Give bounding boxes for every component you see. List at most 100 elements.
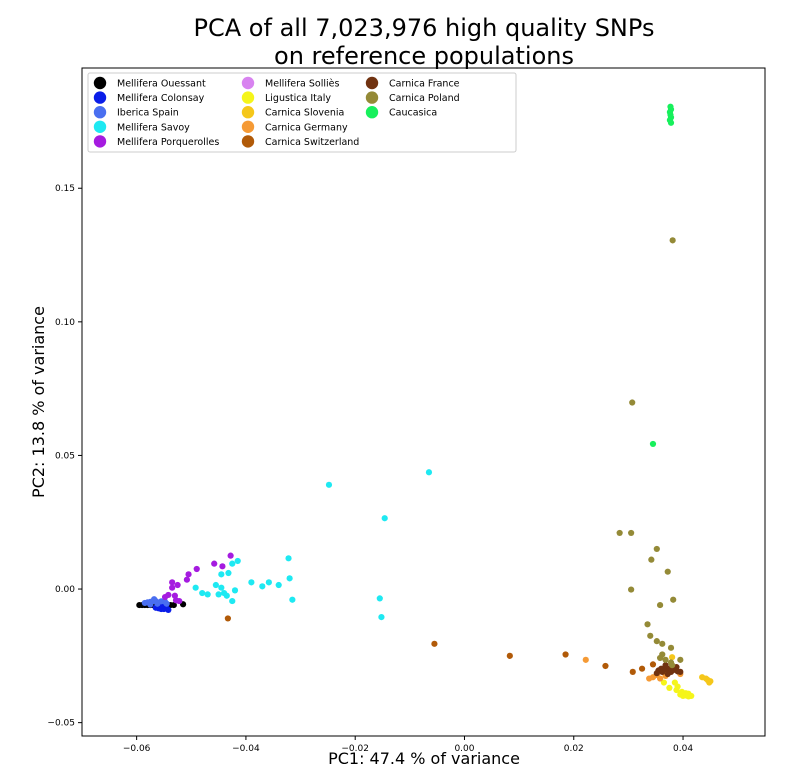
- data-point: [215, 591, 222, 598]
- y-tick-label: 0.10: [55, 318, 75, 328]
- data-point: [616, 529, 623, 537]
- legend-label: Carnica Poland: [389, 93, 460, 104]
- legend-item-mellifera-ouessant: Mellifera Ouessant: [93, 76, 206, 90]
- series-iberica-spain: [141, 596, 170, 608]
- data-point: [666, 684, 673, 692]
- data-point: [656, 654, 664, 662]
- series-caucasica: [649, 103, 675, 448]
- data-point: [677, 656, 684, 663]
- data-point: [425, 469, 433, 476]
- legend-label: Mellifera Ouessant: [117, 79, 206, 90]
- data-point: [431, 640, 438, 647]
- data-point: [667, 119, 675, 126]
- legend-marker: [241, 91, 255, 104]
- data-point: [171, 592, 178, 599]
- data-point: [229, 597, 236, 605]
- data-point: [193, 565, 200, 573]
- series-ligustica-italy: [660, 679, 695, 700]
- data-point: [678, 688, 686, 696]
- axis-ticks: −0.06 −0.04 −0.02 0.00 0.02 0.04 −0.05 0.00 0.05…: [47, 184, 693, 754]
- x-axis-label: PC1: 47.4 % of variance: [328, 749, 520, 768]
- data-point: [582, 656, 589, 663]
- legend-marker: [241, 106, 255, 119]
- data-point: [677, 668, 684, 675]
- data-point: [662, 656, 669, 663]
- legend-item-carnica-slovenia: Carnica Slovenia: [241, 106, 344, 119]
- data-point: [506, 652, 513, 659]
- data-point: [702, 675, 710, 682]
- data-points: [136, 103, 714, 700]
- x-tick-label: −0.02: [341, 744, 369, 754]
- data-point: [669, 662, 676, 669]
- legend-item-carnica-france: Carnica France: [365, 76, 460, 90]
- data-point: [183, 576, 191, 583]
- legend-label: Iberica Spain: [117, 108, 179, 119]
- data-point: [275, 581, 282, 589]
- data-point: [656, 675, 664, 682]
- data-point: [234, 557, 241, 565]
- data-point: [660, 679, 668, 686]
- x-tick-label: −0.04: [232, 744, 260, 754]
- data-point: [653, 670, 660, 677]
- y-tick-label: 0.00: [55, 585, 75, 595]
- data-point: [185, 571, 192, 578]
- data-point: [664, 568, 671, 575]
- legend-item-iberica-spain: Iberica Spain: [93, 106, 179, 119]
- plot-frame: [81, 67, 766, 737]
- data-point: [289, 596, 296, 603]
- legend-marker: [93, 91, 107, 104]
- legend-marker: [93, 106, 107, 119]
- series-carnica-france: [653, 662, 684, 678]
- data-point: [231, 587, 239, 594]
- x-tick-label: −0.06: [123, 744, 151, 754]
- data-point: [218, 584, 225, 591]
- series-carnica-poland: [616, 237, 684, 669]
- legend-item-mellifera-colonsay: Mellifera Colonsay: [93, 91, 205, 104]
- data-point: [169, 579, 176, 586]
- data-point: [285, 555, 292, 562]
- data-point: [219, 563, 226, 570]
- legend-item-carnica-poland: Carnica Poland: [365, 91, 460, 104]
- y-tick-label: 0.05: [55, 451, 75, 461]
- data-point: [192, 584, 199, 591]
- legend-label: Mellifera Savoy: [117, 122, 190, 133]
- data-point: [629, 399, 636, 406]
- legend: Mellifera Ouessant Mellifera Colonsay Iber…: [87, 72, 517, 153]
- legend-marker: [93, 76, 107, 90]
- data-point: [199, 589, 206, 597]
- data-point: [218, 571, 225, 578]
- data-point: [163, 600, 170, 607]
- legend-label: Mellifera Solliès: [265, 79, 340, 90]
- data-point: [602, 662, 609, 670]
- data-point: [662, 662, 669, 669]
- data-point: [669, 237, 676, 244]
- legend-marker: [365, 91, 379, 104]
- legend-marker: [365, 106, 379, 119]
- data-point: [659, 668, 666, 675]
- chart-title-line2: on reference populations: [274, 42, 574, 70]
- data-point: [671, 679, 678, 686]
- data-point: [656, 601, 664, 609]
- legend-item-caucasica: Caucasica: [365, 106, 437, 119]
- data-point: [644, 621, 651, 628]
- series-mellifera-porquerolles: [161, 552, 234, 605]
- data-point: [670, 596, 677, 603]
- x-tick-label: 0.00: [454, 744, 474, 754]
- legend-item-carnica-germany: Carnica Germany: [241, 120, 348, 133]
- data-point: [669, 654, 676, 661]
- y-tick-label: −0.05: [47, 719, 75, 729]
- series-carnica-switzerland: [224, 615, 657, 675]
- legend-item-carnica-switzerland: Carnica Switzerland: [241, 135, 359, 148]
- x-tick-label: 0.04: [673, 744, 693, 754]
- data-point: [169, 584, 176, 591]
- data-point: [659, 640, 666, 647]
- legend-label: Carnica France: [389, 79, 460, 90]
- data-point: [248, 579, 255, 586]
- legend-label: Ligustica Italy: [265, 93, 331, 104]
- data-point: [151, 596, 158, 603]
- data-point: [667, 644, 675, 651]
- data-point: [562, 651, 569, 658]
- legend-marker: [93, 135, 107, 148]
- data-point: [224, 615, 231, 622]
